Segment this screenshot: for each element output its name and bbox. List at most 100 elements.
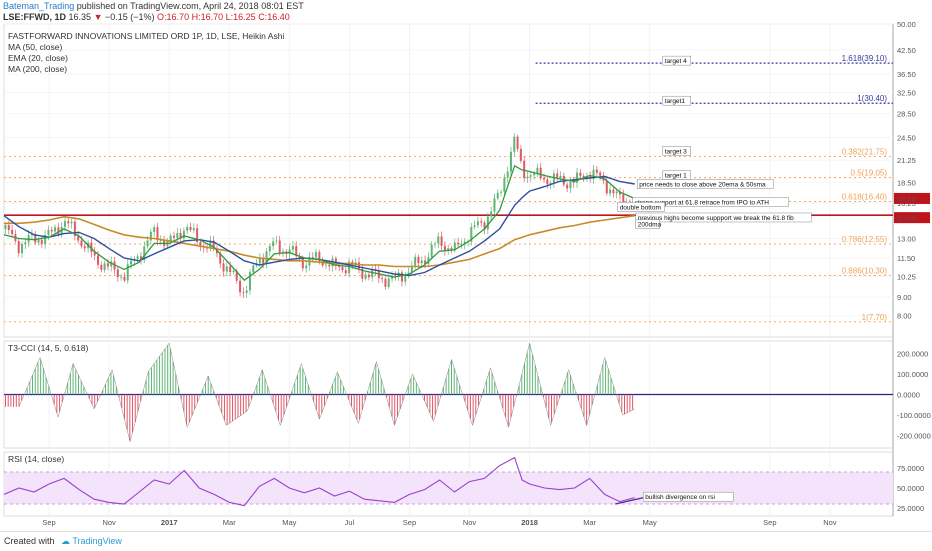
target-label: target 3	[665, 148, 687, 155]
candle-body	[225, 266, 228, 272]
x-tick-label: Nov	[102, 518, 116, 527]
candle-body	[4, 225, 7, 229]
candle-body	[77, 236, 80, 241]
candle-body	[199, 241, 202, 246]
price-tick-label: 21.25	[897, 156, 916, 165]
price-tick-label: 8.00	[897, 312, 912, 321]
candle-body	[341, 267, 344, 271]
candle-body	[556, 173, 559, 178]
x-tick-label: Jul	[345, 518, 355, 527]
candle-body	[523, 160, 526, 179]
candle-body	[54, 227, 57, 232]
cci-tick-label: 0.0000	[897, 391, 920, 400]
author-link[interactable]: Bateman_Trading	[3, 1, 75, 11]
candle-body	[63, 221, 66, 227]
price-tick-label: 50.00	[897, 20, 916, 29]
rsi-annotation: bullish divergence on rsi	[645, 494, 715, 501]
candle-body	[298, 256, 301, 258]
candle-body	[172, 235, 175, 238]
candle-body	[30, 233, 33, 236]
cci-pane	[4, 342, 893, 442]
chart-canvas[interactable]: 1.618(39.10) 1(30.40) 0.382(21.75) 0.5(19.0…	[0, 0, 932, 531]
candle-body	[83, 246, 86, 249]
cci-tick-label: 100.0000	[897, 370, 928, 379]
candle-body	[427, 257, 430, 264]
ohlc-high: H:16.70	[191, 12, 224, 22]
candle-body	[410, 265, 413, 273]
legend-ema20: EMA (20, close)	[8, 53, 68, 63]
annotation-box	[617, 202, 665, 212]
last-price: 16.35	[68, 12, 92, 22]
price-change: −0.15 (−1%)	[105, 12, 155, 22]
x-tick-label: Sep	[763, 518, 776, 527]
candle-body	[516, 136, 519, 150]
candle-body	[242, 292, 245, 294]
symbol-label: LSE:FFWD, 1D	[3, 12, 66, 22]
fib-level-label: 0.382(21.75)	[842, 148, 888, 157]
candle-body	[440, 236, 443, 246]
candle-body	[453, 242, 456, 251]
x-tick-label: Nov	[463, 518, 477, 527]
candle-body	[315, 252, 318, 258]
candle-body	[569, 181, 572, 189]
annotation-box	[635, 219, 660, 229]
candle-body	[579, 172, 582, 176]
x-tick-label: Sep	[403, 518, 416, 527]
candle-body	[321, 261, 324, 266]
candle-body	[278, 240, 281, 254]
candle-body	[239, 280, 242, 293]
candle-body	[34, 233, 37, 243]
candle-body	[44, 234, 47, 244]
target-box	[662, 55, 691, 66]
candle-body	[546, 179, 549, 185]
price-tick-label: 32.50	[897, 89, 916, 98]
candle-body	[566, 184, 569, 189]
price-badge	[894, 192, 930, 204]
candle-body	[232, 270, 235, 273]
candle-body	[126, 264, 129, 281]
candle-body	[503, 177, 506, 192]
fib-level-label: 0.5(19.05)	[851, 169, 888, 178]
x-tick-label: May	[282, 518, 296, 527]
candle-body	[153, 227, 156, 232]
candle-body	[348, 261, 351, 274]
candle-body	[493, 198, 496, 212]
candle-body	[519, 149, 522, 161]
candle-body	[301, 257, 304, 269]
chart-header: Bateman_Trading published on TradingView…	[0, 0, 932, 22]
fib-level-label: 1.618(39.10)	[842, 54, 888, 63]
ema20-line	[3, 164, 635, 282]
price-tick-label: 18.50	[897, 178, 916, 187]
candle-body	[572, 181, 575, 183]
price-badge-label: 16.35	[897, 194, 916, 203]
candle-body	[357, 262, 360, 269]
candle-body	[229, 266, 232, 273]
candle-body	[506, 171, 509, 178]
ma50-line	[3, 175, 635, 277]
rsi-title: RSI (14, close)	[8, 454, 64, 464]
candle-body	[103, 263, 106, 270]
candle-body	[100, 264, 103, 270]
candle-body	[476, 221, 479, 226]
annotation-box	[635, 212, 812, 223]
candle-body	[282, 251, 285, 254]
candle-body	[354, 262, 357, 265]
candle-body	[618, 191, 621, 195]
x-tick-label: Nov	[823, 518, 837, 527]
candle-body	[486, 216, 489, 230]
x-tick-label: Sep	[42, 518, 55, 527]
candle-body	[496, 192, 499, 199]
price-tick-label: 13.00	[897, 234, 916, 243]
candle-body	[351, 261, 354, 265]
tradingview-brand[interactable]: TradingView	[72, 536, 122, 546]
candle-body	[483, 222, 486, 230]
cci-tick-label: -100.0000	[897, 411, 931, 420]
candle-body	[305, 265, 308, 269]
candle-body	[417, 256, 420, 264]
price-chart-title: FASTFORWARD INNOVATIONS LIMITED ORD 1P, …	[8, 31, 284, 41]
candle-body	[381, 278, 384, 279]
price-tick-label: 36.50	[897, 70, 916, 79]
x-tick-label: Mar	[223, 518, 236, 527]
candle-body	[450, 248, 453, 251]
target-box	[662, 95, 691, 106]
